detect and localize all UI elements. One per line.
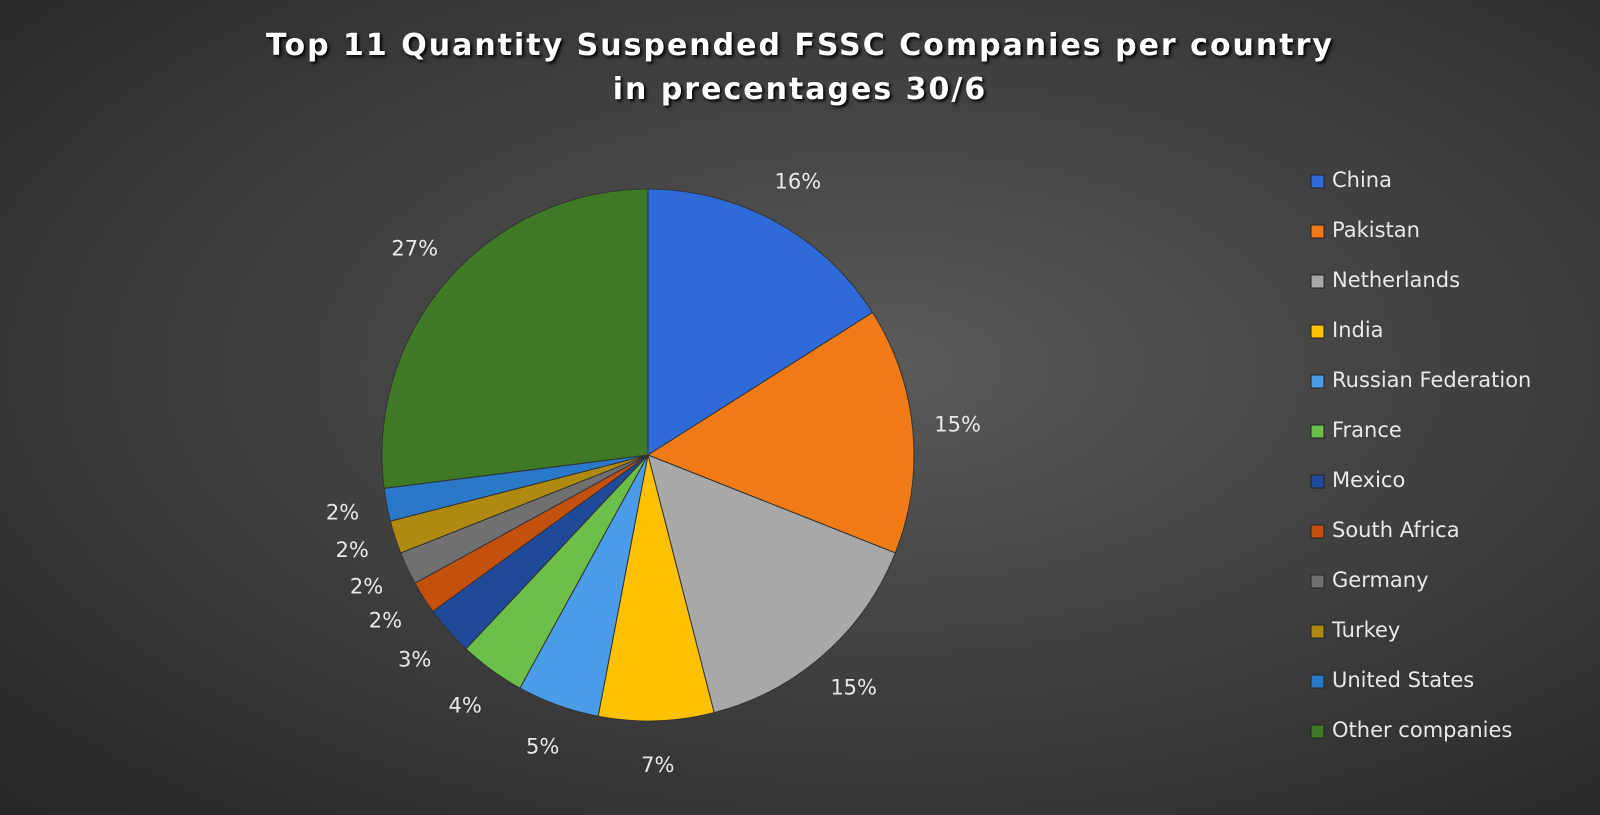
legend-swatch [1310,224,1325,239]
legend-label: Netherlands [1332,268,1460,292]
legend-label: Germany [1332,568,1429,592]
data-label: 7% [641,753,674,777]
chart-title: Top 11 Quantity Suspended FSSC Companies… [266,28,1334,107]
data-label: 2% [326,500,359,524]
legend-swatch [1310,674,1325,689]
data-label: 15% [830,675,877,699]
legend-label: Pakistan [1332,218,1420,242]
legend-swatch [1310,474,1325,489]
data-label: 2% [369,609,402,633]
legend-label: Turkey [1331,618,1400,642]
legend-swatch [1310,424,1325,439]
legend-label: Mexico [1332,468,1405,492]
legend-swatch [1310,574,1325,589]
data-label: 27% [391,236,438,260]
data-label: 2% [350,574,383,598]
legend-swatch [1310,724,1325,739]
legend-swatch [1310,324,1325,339]
data-label: 16% [774,169,821,193]
pie-slice [597,454,715,722]
pie-slice [647,188,874,456]
legend-label: United States [1332,668,1474,692]
legend-label: India [1332,318,1384,342]
data-label: 3% [398,648,431,672]
legend-label: France [1332,418,1402,442]
data-label: 5% [526,735,559,759]
legend-swatch [1310,624,1325,639]
legend-label: China [1332,168,1392,192]
pie-slice [381,188,649,489]
legend-swatch [1310,374,1325,389]
legend-label: South Africa [1332,518,1460,542]
legend-label: Other companies [1332,718,1512,742]
data-label: 4% [449,694,482,718]
legend-swatch [1310,524,1325,539]
data-label: 2% [336,538,369,562]
pie-slice [646,311,915,554]
data-label: 15% [934,413,981,437]
legend-swatch [1310,174,1325,189]
legend-label: Russian Federation [1332,368,1531,392]
legend-swatch [1310,274,1325,289]
pie-slice [647,454,896,714]
